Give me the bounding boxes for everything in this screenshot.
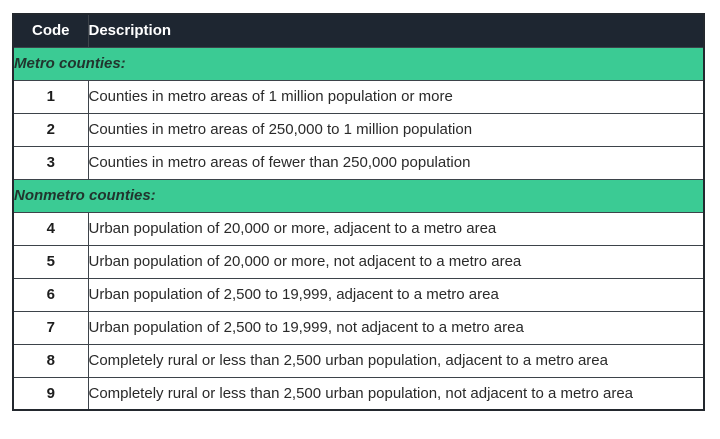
code-cell: 5 — [12, 244, 89, 279]
table-row: 1 Counties in metro areas of 1 million po… — [12, 79, 705, 114]
section-header-row: Metro counties: — [12, 46, 705, 81]
table-row: 2 Counties in metro areas of 250,000 to 1… — [12, 112, 705, 147]
description-cell: Counties in metro areas of 250,000 to 1 … — [87, 112, 705, 147]
section-header-row: Nonmetro counties: — [12, 178, 705, 213]
code-cell: 1 — [12, 79, 89, 114]
description-cell: Urban population of 20,000 or more, adja… — [87, 211, 705, 246]
table-container: Code Description Metro counties: 1 Countie… — [12, 13, 705, 411]
description-cell: Urban population of 20,000 or more, not … — [87, 244, 705, 279]
description-cell: Urban population of 2,500 to 19,999, not… — [87, 310, 705, 345]
section-header-label: Metro counties: — [12, 46, 705, 81]
column-header-code: Code — [12, 13, 89, 48]
column-header-description: Description — [87, 13, 705, 48]
table-header-row: Code Description — [12, 13, 705, 48]
table-row: 5 Urban population of 20,000 or more, not… — [12, 244, 705, 279]
code-cell: 4 — [12, 211, 89, 246]
table-row: 9 Completely rural or less than 2,500 urb… — [12, 376, 705, 411]
code-cell: 8 — [12, 343, 89, 378]
table-row: 3 Counties in metro areas of fewer than 2… — [12, 145, 705, 180]
description-cell: Completely rural or less than 2,500 urba… — [87, 376, 705, 411]
table-row: 6 Urban population of 2,500 to 19,999, ad… — [12, 277, 705, 312]
code-cell: 6 — [12, 277, 89, 312]
table-row: 4 Urban population of 20,000 or more, adj… — [12, 211, 705, 246]
table-row: 7 Urban population of 2,500 to 19,999, no… — [12, 310, 705, 345]
code-cell: 2 — [12, 112, 89, 147]
ruca-code-table: Code Description Metro counties: 1 Countie… — [12, 13, 705, 411]
code-cell: 9 — [12, 376, 89, 411]
section-header-label: Nonmetro counties: — [12, 178, 705, 213]
code-cell: 3 — [12, 145, 89, 180]
description-cell: Urban population of 2,500 to 19,999, adj… — [87, 277, 705, 312]
table-row: 8 Completely rural or less than 2,500 urb… — [12, 343, 705, 378]
description-cell: Completely rural or less than 2,500 urba… — [87, 343, 705, 378]
table-body: Metro counties: 1 Counties in metro areas … — [12, 46, 705, 411]
description-cell: Counties in metro areas of 1 million pop… — [87, 79, 705, 114]
description-cell: Counties in metro areas of fewer than 25… — [87, 145, 705, 180]
code-cell: 7 — [12, 310, 89, 345]
